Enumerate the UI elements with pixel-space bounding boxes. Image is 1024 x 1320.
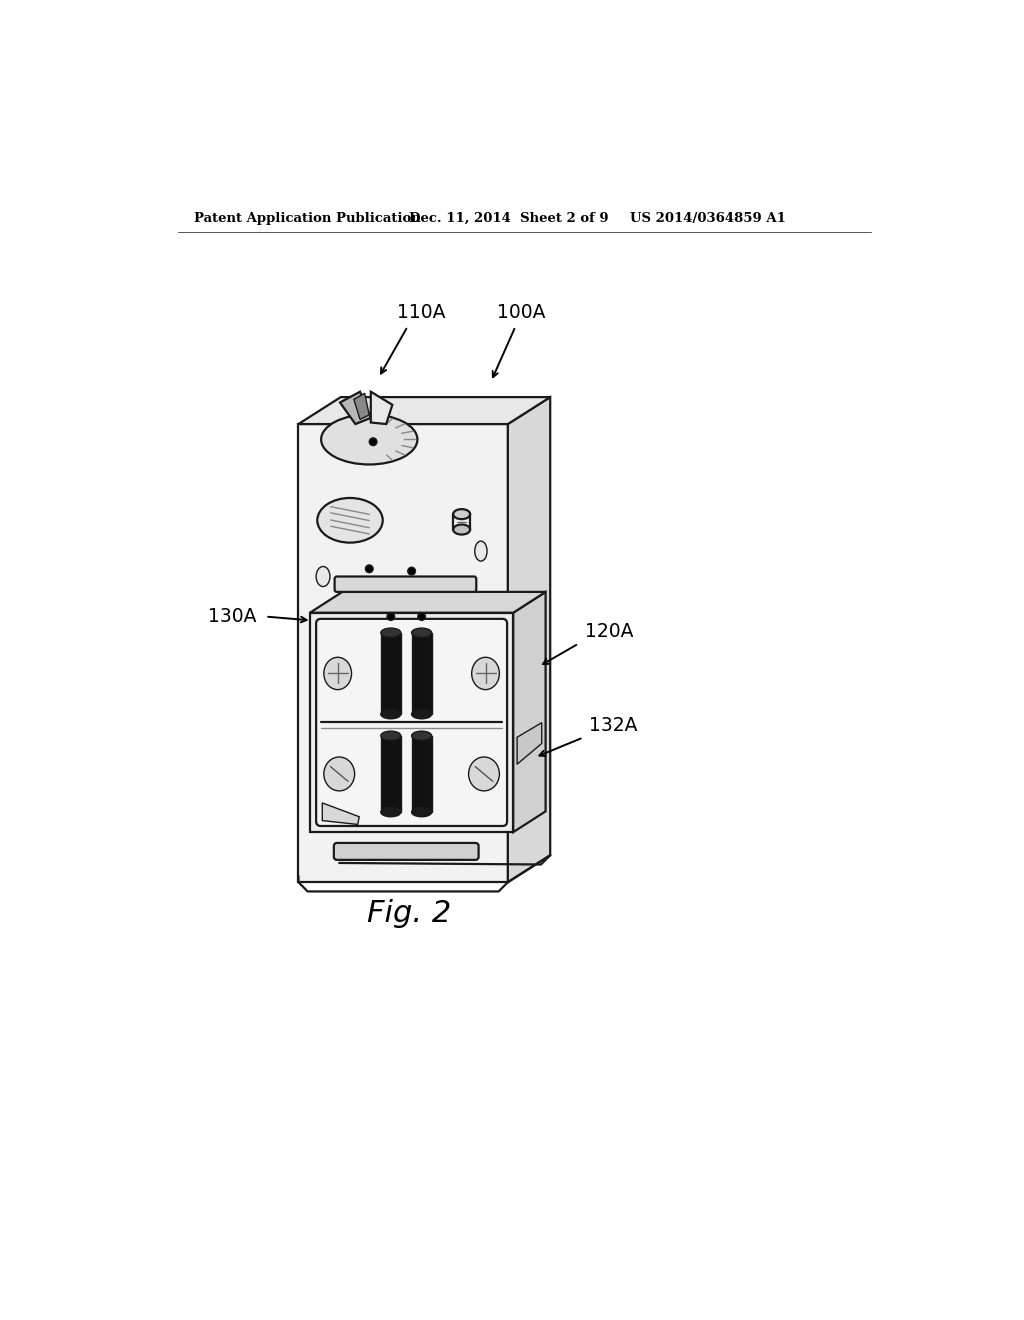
Bar xyxy=(412,735,432,812)
Ellipse shape xyxy=(381,731,400,741)
Ellipse shape xyxy=(412,628,432,638)
Text: 110A: 110A xyxy=(397,302,445,322)
Polygon shape xyxy=(371,392,392,424)
Text: 130A: 130A xyxy=(208,607,256,626)
Ellipse shape xyxy=(469,756,500,791)
Polygon shape xyxy=(508,397,550,882)
Polygon shape xyxy=(323,803,359,825)
Circle shape xyxy=(408,568,416,576)
Bar xyxy=(381,632,400,714)
Ellipse shape xyxy=(475,541,487,561)
Ellipse shape xyxy=(454,510,470,519)
Ellipse shape xyxy=(316,566,330,586)
Ellipse shape xyxy=(317,498,383,543)
Ellipse shape xyxy=(412,808,432,817)
Ellipse shape xyxy=(324,756,354,791)
Text: US 2014/0364859 A1: US 2014/0364859 A1 xyxy=(630,213,785,224)
Ellipse shape xyxy=(472,657,500,689)
Text: 120A: 120A xyxy=(585,623,634,642)
Ellipse shape xyxy=(381,628,400,638)
Ellipse shape xyxy=(454,524,470,535)
Text: 132A: 132A xyxy=(589,717,637,735)
Polygon shape xyxy=(310,612,513,832)
Circle shape xyxy=(366,565,373,573)
FancyBboxPatch shape xyxy=(335,577,476,591)
Ellipse shape xyxy=(412,731,432,741)
Polygon shape xyxy=(310,591,546,612)
Bar xyxy=(412,632,432,714)
Circle shape xyxy=(387,612,394,620)
Polygon shape xyxy=(340,392,371,424)
Polygon shape xyxy=(513,591,546,832)
Circle shape xyxy=(418,731,425,739)
Circle shape xyxy=(370,438,377,446)
FancyBboxPatch shape xyxy=(316,619,507,826)
Polygon shape xyxy=(354,393,370,420)
Circle shape xyxy=(387,731,394,739)
Text: Dec. 11, 2014  Sheet 2 of 9: Dec. 11, 2014 Sheet 2 of 9 xyxy=(410,213,609,224)
Ellipse shape xyxy=(381,710,400,719)
Text: Fig. 2: Fig. 2 xyxy=(368,899,452,928)
Circle shape xyxy=(418,612,425,620)
Text: Patent Application Publication: Patent Application Publication xyxy=(194,213,421,224)
Polygon shape xyxy=(517,722,542,764)
Ellipse shape xyxy=(412,710,432,719)
FancyBboxPatch shape xyxy=(334,843,478,859)
Bar xyxy=(381,735,400,812)
Text: 100A: 100A xyxy=(498,302,546,322)
Ellipse shape xyxy=(324,657,351,689)
Polygon shape xyxy=(298,397,550,424)
Ellipse shape xyxy=(381,808,400,817)
Ellipse shape xyxy=(322,414,418,465)
Polygon shape xyxy=(298,424,508,882)
